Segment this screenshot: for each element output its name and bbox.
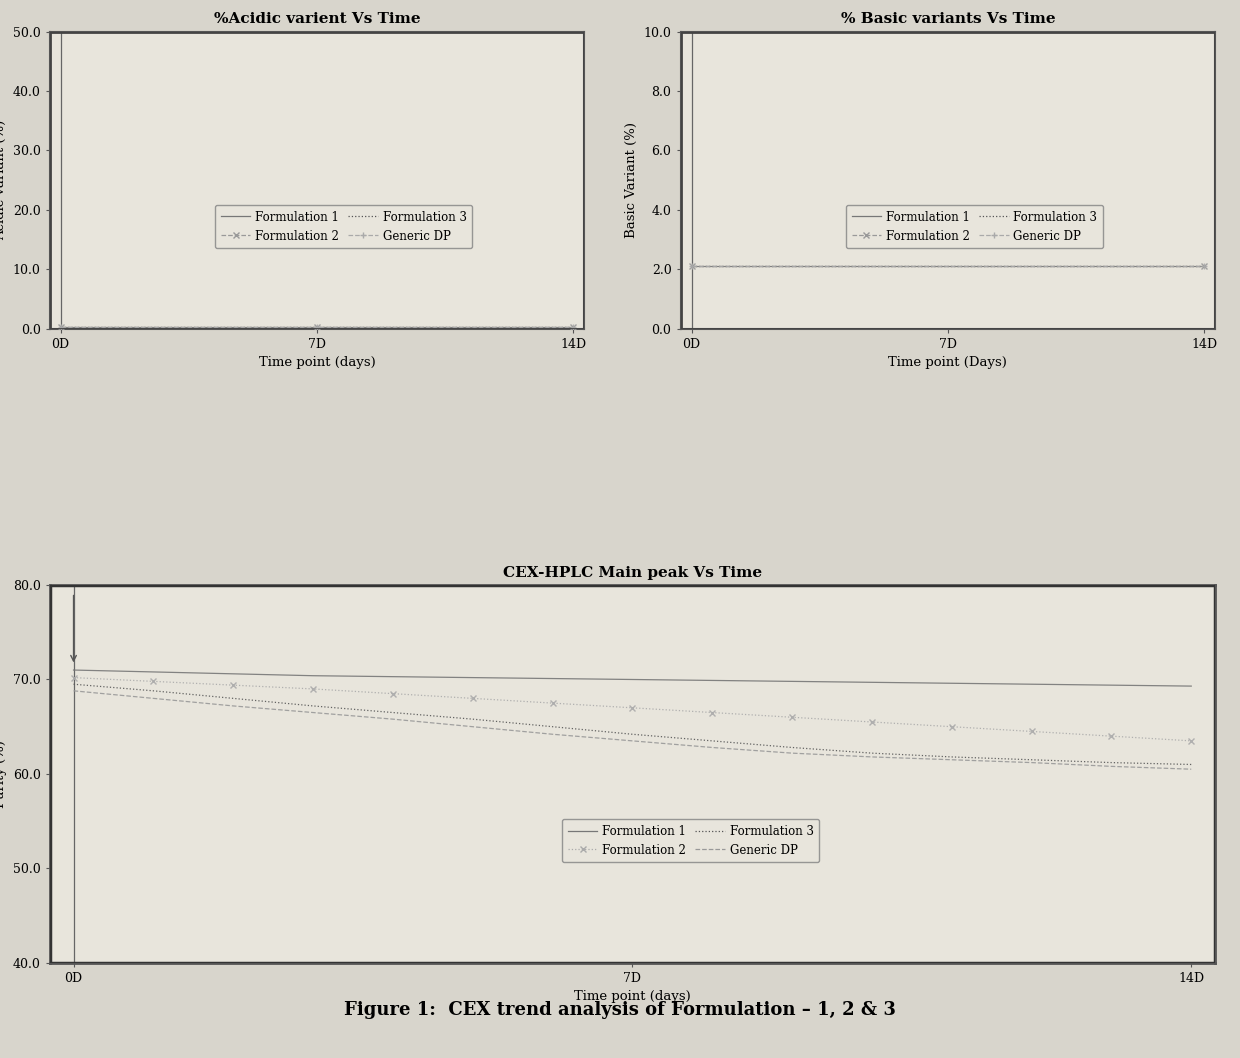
Y-axis label: Basic Variant (%): Basic Variant (%) — [625, 122, 639, 238]
Title: %Acidic varient Vs Time: %Acidic varient Vs Time — [213, 13, 420, 26]
Y-axis label: Purity (%): Purity (%) — [0, 740, 7, 808]
X-axis label: Time point (days): Time point (days) — [574, 990, 691, 1003]
X-axis label: Time point (days): Time point (days) — [259, 357, 376, 369]
Legend: Formulation 1, Formulation 2, Formulation 3, Generic DP: Formulation 1, Formulation 2, Formulatio… — [846, 204, 1104, 249]
Legend: Formulation 1, Formulation 2, Formulation 3, Generic DP: Formulation 1, Formulation 2, Formulatio… — [215, 204, 472, 249]
Y-axis label: Acidic variant (%): Acidic variant (%) — [0, 120, 7, 240]
Title: CEX-HPLC Main peak Vs Time: CEX-HPLC Main peak Vs Time — [503, 566, 761, 580]
X-axis label: Time point (Days): Time point (Days) — [888, 357, 1007, 369]
Legend: Formulation 1, Formulation 2, Formulation 3, Generic DP: Formulation 1, Formulation 2, Formulatio… — [562, 819, 820, 862]
Text: Figure 1:  CEX trend analysis of Formulation – 1, 2 & 3: Figure 1: CEX trend analysis of Formulat… — [343, 1001, 897, 1020]
Title: % Basic variants Vs Time: % Basic variants Vs Time — [841, 13, 1055, 26]
